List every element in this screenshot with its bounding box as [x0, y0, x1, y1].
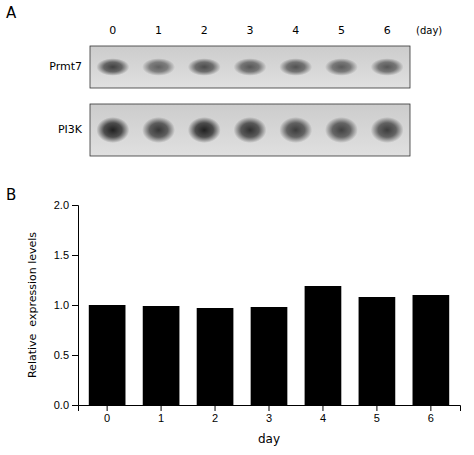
blot-band: [371, 117, 404, 143]
y-tick: 0.0: [54, 399, 78, 411]
x-tick: 0: [104, 405, 110, 424]
y-tick: 1.0: [54, 299, 78, 311]
x-tick-label: 2: [212, 412, 218, 424]
x-tick-mark: [322, 405, 323, 411]
blot-membrane: [90, 46, 410, 88]
bar: [305, 286, 342, 405]
y-tick: 2.0: [54, 199, 78, 211]
blot-band: [279, 58, 312, 76]
x-tick: 6: [428, 405, 434, 424]
panel-b: B 0.0 0.5 1.0 1.5 2.0 0 1 2 3 4 5 6 day Relative expre…: [6, 186, 461, 446]
row-label: Prmt7: [49, 60, 82, 73]
y-tick-label: 1.0: [54, 299, 69, 311]
figure: A 0 1 2 3 4 5 6 (day) Prmt7 PI3K B 0.0 0.5 1.0 1.5 2.0 0 1…: [0, 0, 474, 455]
lane-unit-label: (day): [416, 25, 442, 36]
y-axis: 0.0 0.5 1.0 1.5 2.0: [54, 199, 79, 411]
lane-label: 0: [109, 24, 116, 37]
y-tick-mark: [72, 305, 78, 306]
y-tick-label: 2.0: [54, 199, 69, 211]
bars: [89, 286, 449, 405]
x-tick-mark: [161, 405, 162, 411]
x-tick-label: 3: [266, 412, 272, 424]
y-tick: 0.5: [54, 349, 78, 361]
x-tick-label: 6: [428, 412, 434, 424]
blot-band: [188, 58, 221, 76]
y-tick-label: 0.5: [54, 349, 69, 361]
bar: [89, 305, 126, 405]
x-tick-mark: [107, 405, 108, 411]
blot-band: [188, 117, 221, 143]
x-tick: 2: [212, 405, 218, 424]
blot-band: [325, 58, 358, 76]
y-tick-mark: [72, 255, 78, 256]
bar: [197, 308, 234, 405]
y-tick-mark: [72, 405, 78, 406]
y-tick-mark: [72, 355, 78, 356]
blot-band: [142, 117, 175, 143]
x-tick-label: 0: [104, 412, 110, 424]
x-tick: 5: [374, 405, 380, 424]
bar: [413, 295, 450, 405]
y-tick-label: 0.0: [54, 399, 69, 411]
x-tick-mark: [215, 405, 216, 411]
y-tick: 1.5: [54, 249, 78, 261]
blot-row: [90, 46, 410, 88]
blot-band: [279, 117, 312, 143]
blot-band: [96, 58, 129, 76]
blot-row: [90, 104, 410, 156]
panel-a: A 0 1 2 3 4 5 6 (day) Prmt7 PI3K: [6, 4, 442, 156]
x-tick: 1: [158, 405, 164, 424]
bar: [359, 297, 396, 405]
x-tick-mark: [269, 405, 270, 411]
y-axis-line: [72, 206, 79, 406]
lane-label: 5: [338, 24, 345, 37]
x-tick-label: 4: [320, 412, 326, 424]
blot-band: [234, 58, 267, 76]
blot-band: [234, 117, 267, 143]
blot-band: [371, 58, 404, 76]
blot-band: [96, 117, 129, 143]
lane-label: 3: [247, 24, 254, 37]
x-tick: 3: [266, 405, 272, 424]
x-tick-label: 1: [158, 412, 164, 424]
panel-label: A: [6, 4, 17, 22]
lane-label: 1: [155, 24, 162, 37]
panel-label: B: [6, 186, 16, 204]
x-axis-title: day: [258, 432, 280, 446]
row-label: PI3K: [58, 123, 83, 136]
x-tick-mark: [376, 405, 377, 411]
blot-band: [142, 58, 175, 76]
lane-label: 2: [201, 24, 208, 37]
lane-label: 6: [384, 24, 391, 37]
y-axis-title: Relative expression levels: [26, 232, 39, 378]
x-tick: 4: [320, 405, 326, 424]
blot-band: [325, 117, 358, 143]
blot-membrane: [90, 104, 410, 156]
x-tick-mark: [430, 405, 431, 411]
bar: [143, 306, 180, 405]
x-axis: 0 1 2 3 4 5 6: [79, 405, 461, 424]
lane-label: 4: [292, 24, 299, 37]
x-axis-line: [79, 406, 461, 412]
y-tick-label: 1.5: [54, 249, 69, 261]
x-tick-label: 5: [374, 412, 380, 424]
y-tick-mark: [72, 205, 78, 206]
bar: [251, 307, 288, 405]
